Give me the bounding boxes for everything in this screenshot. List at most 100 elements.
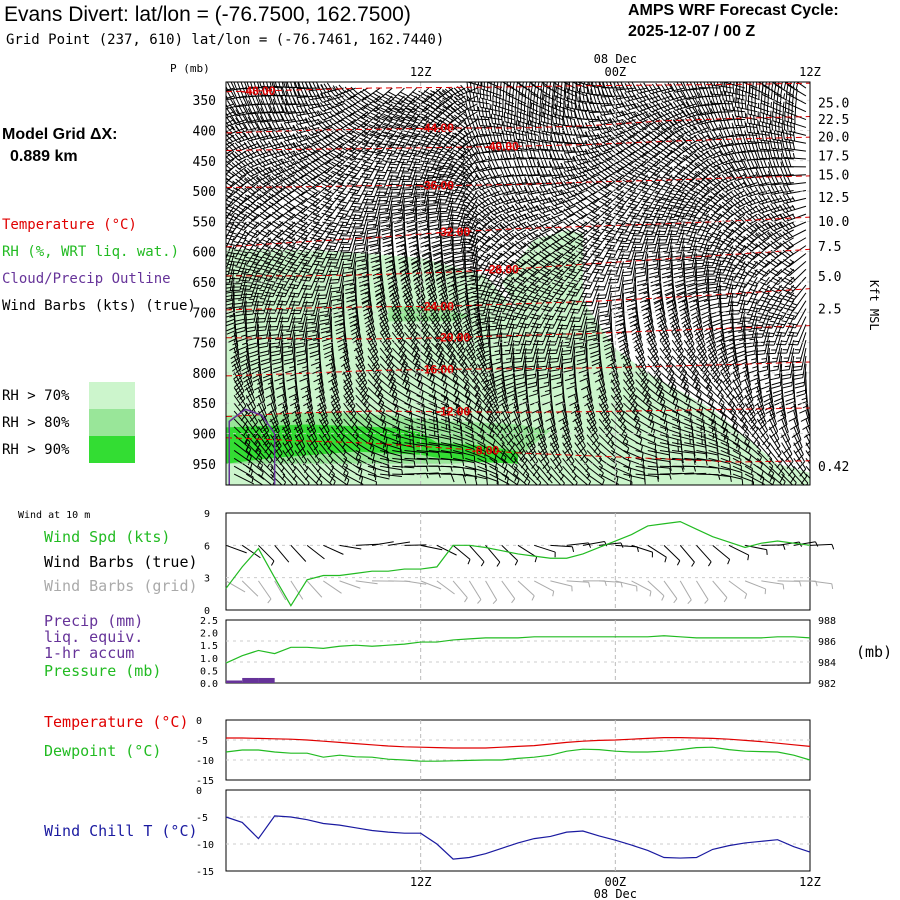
profile-barb xyxy=(416,261,424,283)
profile-barb-half xyxy=(400,244,406,248)
profile-barb xyxy=(233,434,252,450)
profile-barb xyxy=(428,386,449,399)
profile-barb xyxy=(428,442,451,447)
profile-barb-half xyxy=(256,167,261,173)
profile-barb-flag xyxy=(454,123,463,131)
profile-barb-flag xyxy=(457,130,466,137)
profile-barb-flag xyxy=(337,183,347,188)
profile-barb-flag xyxy=(227,243,237,247)
profile-barb-half xyxy=(385,217,391,219)
profile-barb-flag xyxy=(356,456,362,466)
profile-barb-flag xyxy=(447,197,458,200)
profile-barb-flag xyxy=(295,178,304,186)
profile-barb xyxy=(477,394,493,412)
profile-barb-flag xyxy=(502,185,509,195)
profile-barb-flag xyxy=(343,271,353,274)
profile-barb-flag xyxy=(344,383,353,391)
profile-barb-half xyxy=(512,153,516,159)
profile-barb xyxy=(489,402,502,423)
profile-barb-flag xyxy=(412,108,422,114)
profile-barb xyxy=(367,324,378,345)
profile-barb xyxy=(452,434,474,443)
profile-barb-flag xyxy=(371,130,381,135)
profile-barb-flag xyxy=(335,85,343,94)
profile-barb-flag xyxy=(340,258,351,261)
profile-barb-flag xyxy=(438,219,448,221)
profile-barb-half xyxy=(232,187,238,191)
profile-barb-flag xyxy=(293,326,303,328)
profile-barb xyxy=(278,221,296,238)
profile-barb-flag xyxy=(505,93,507,104)
profile-barb-flag xyxy=(339,209,349,212)
profile-barb-flag xyxy=(349,159,359,164)
profile-barb-flag xyxy=(289,283,299,287)
profile-barb-half xyxy=(444,403,446,409)
profile-barb-flag xyxy=(233,372,242,380)
profile-barb-flag xyxy=(396,152,407,156)
profile-barb-flag xyxy=(406,224,416,228)
profile-barb xyxy=(355,379,370,398)
profile-barb-flag xyxy=(474,462,477,473)
profile-barb xyxy=(452,292,461,314)
profile-barb xyxy=(274,166,296,177)
profile-barb-half xyxy=(469,267,476,270)
profile-barb-flag xyxy=(360,477,364,485)
profile-barb-flag xyxy=(226,330,236,335)
profile-barb-flag xyxy=(272,259,282,264)
profile-barb-flag xyxy=(333,159,343,165)
profile-barb-flag xyxy=(464,109,469,120)
profile-barb-flag xyxy=(459,233,469,235)
profile-barb-flag xyxy=(311,125,318,134)
profile-barb-flag xyxy=(420,311,428,320)
profile-barb-half xyxy=(332,230,339,233)
profile-barb-flag xyxy=(266,112,272,122)
profile-barb-half xyxy=(336,418,342,424)
profile-barb-flag xyxy=(335,330,345,335)
profile-barb-half xyxy=(404,382,408,389)
profile-barb-flag xyxy=(246,82,250,88)
profile-barb xyxy=(355,324,363,346)
profile-barb xyxy=(379,387,398,402)
profile-barb-flag xyxy=(208,113,214,120)
profile-barb-flag xyxy=(226,169,235,177)
profile-barb-flag xyxy=(226,164,232,170)
profile-barb-flag xyxy=(434,193,445,196)
profile-barb xyxy=(233,410,249,429)
profile-barb-flag xyxy=(455,391,460,402)
profile-barb xyxy=(477,410,495,427)
profile-barb-flag xyxy=(349,197,360,200)
profile-barb-flag xyxy=(479,345,489,350)
profile-barb-flag xyxy=(503,268,513,275)
profile-barb-flag xyxy=(464,231,474,238)
profile-barb-flag xyxy=(295,151,303,159)
profile-barb-flag xyxy=(268,131,274,141)
profile-barb-flag xyxy=(421,168,432,172)
profile-barb-half xyxy=(442,105,448,110)
profile-barb-flag xyxy=(327,241,338,244)
profile-barb-flag xyxy=(448,185,458,189)
profile-barb-flag xyxy=(372,148,383,152)
profile-barb-flag xyxy=(265,300,276,303)
profile-barb-half xyxy=(496,366,503,369)
profile-barb-flag xyxy=(345,290,355,295)
profile-barb-flag xyxy=(249,269,259,273)
profile-barb xyxy=(301,190,320,205)
profile-barb-flag xyxy=(334,206,345,210)
profile-barb-flag xyxy=(269,334,279,336)
profile-barb xyxy=(404,426,426,433)
profile-barb-flag xyxy=(360,108,370,115)
profile-barb-flag xyxy=(226,299,234,303)
profile-barb-flag xyxy=(294,82,298,89)
profile-barb-flag xyxy=(250,201,259,208)
profile-barb-half xyxy=(226,283,232,286)
profile-barb-flag xyxy=(226,178,235,185)
profile-barb-flag xyxy=(463,119,469,129)
profile-barb xyxy=(289,197,308,212)
profile-barb xyxy=(403,276,413,298)
profile-barb-flag xyxy=(233,207,243,214)
profile-barb xyxy=(316,316,320,339)
profile-barb-flag xyxy=(419,121,430,127)
profile-barb-flag xyxy=(386,119,396,125)
profile-barb-flag xyxy=(324,180,334,186)
profile-barb-flag xyxy=(460,102,468,110)
